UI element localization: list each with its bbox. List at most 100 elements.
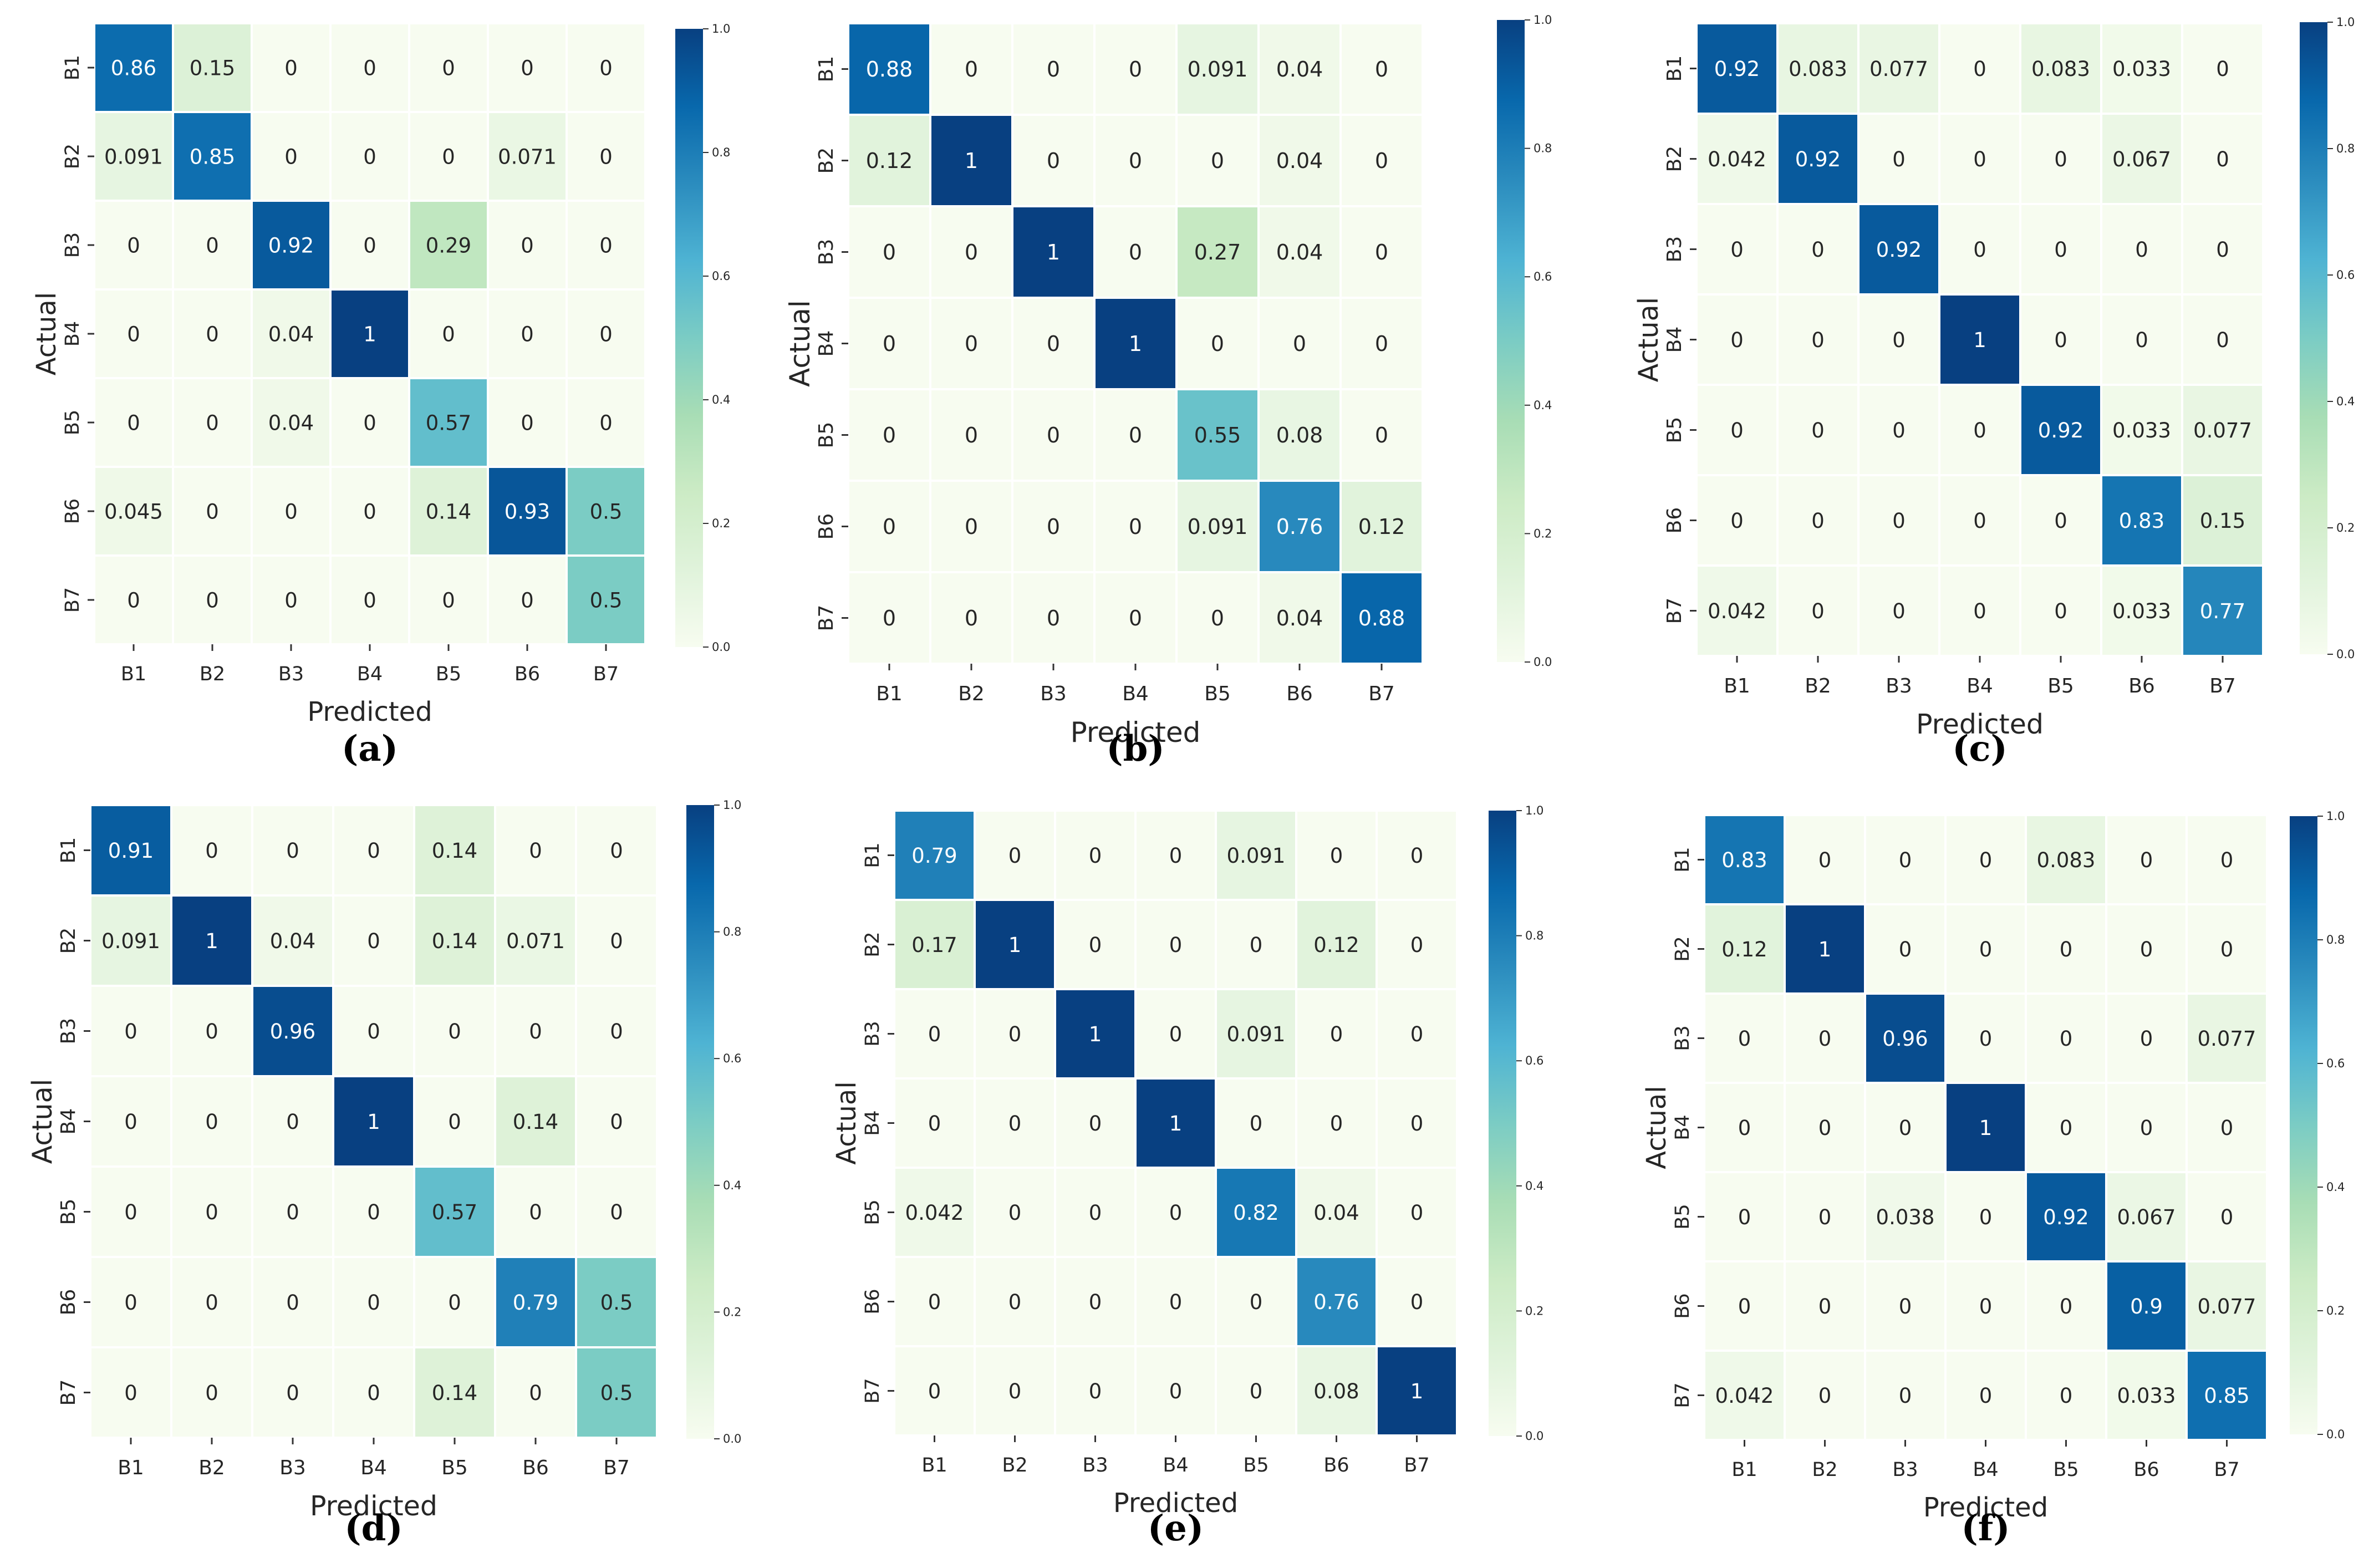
cell-value-label: 0 <box>1730 509 1744 533</box>
heatmap-cell <box>1175 388 1260 482</box>
y-tick-label: B7 <box>815 605 838 632</box>
cell-value-label: 0 <box>521 411 534 435</box>
cell-value-label: 0 <box>442 145 455 169</box>
heatmap-cell <box>487 200 568 291</box>
cell-value-label: 0.042 <box>905 1201 964 1225</box>
cell-value-label: 0 <box>1250 1112 1263 1136</box>
panel-f: 0.83 0 0 0 0.083 0 0 0.12 1 0 0 0 0 0 0 0 0.96 0 0 0 0.077 0 0… <box>1641 810 2345 1549</box>
heatmap-cell <box>1134 1077 1217 1169</box>
cell-value-label: 0.14 <box>432 929 477 953</box>
colorbar-tick-label: 1.0 <box>2336 16 2355 29</box>
cell-value-label: 0 <box>1330 1022 1343 1046</box>
x-tick-label: B6 <box>522 1457 549 1479</box>
x-tick-label: B5 <box>1243 1454 1268 1477</box>
y-tick-label: B1 <box>62 55 84 80</box>
cell-value-label: 0 <box>965 515 978 539</box>
cell-value-label: 0 <box>448 1110 461 1134</box>
cell-value-label: 0 <box>286 1200 299 1224</box>
cell-value-label: 0 <box>206 411 219 435</box>
cell-value-label: 0 <box>1330 1112 1343 1136</box>
cell-value-label: 0 <box>2135 328 2148 352</box>
colorbar-tick-label: 0.2 <box>2336 521 2355 534</box>
cell-value-label: 0 <box>2140 1116 2153 1140</box>
heatmap-cell <box>2105 1350 2188 1441</box>
colorbar-tick-label: 0.6 <box>2326 1057 2345 1070</box>
colorbar-tick-label: 0.8 <box>2326 933 2345 946</box>
panel-caption: (c) <box>1952 728 2008 770</box>
cell-value-label: 0 <box>1089 1379 1102 1403</box>
heatmap-cell <box>1134 988 1217 1080</box>
x-tick-label: B7 <box>603 1457 630 1479</box>
heatmap-cell <box>170 1075 253 1168</box>
x-tick-label: B1 <box>118 1457 144 1479</box>
y-tick-label: B7 <box>1663 598 1686 624</box>
cell-value-label: 0 <box>442 56 455 80</box>
heatmap-cell <box>847 480 931 573</box>
x-tick-label: B4 <box>360 1457 387 1479</box>
cell-value-label: 0 <box>367 1291 380 1315</box>
cell-value-label: 0.067 <box>2117 1205 2176 1229</box>
cell-value-label: 0 <box>363 56 376 80</box>
heatmap-cell <box>1175 297 1260 390</box>
heatmap-cell <box>487 377 568 468</box>
cell-value-label: 0.083 <box>2037 848 2096 872</box>
cell-value-label: 0 <box>2054 238 2067 262</box>
y-tick-label: B6 <box>815 513 838 540</box>
heatmap-cell <box>566 288 646 379</box>
cell-value-label: 0 <box>883 240 896 264</box>
y-tick-label: B4 <box>815 330 838 357</box>
x-axis-title: Predicted <box>1071 716 1201 749</box>
heatmap-cell <box>847 388 931 482</box>
cell-value-label: 0.08 <box>1313 1379 1359 1403</box>
cell-value-label: 0 <box>1899 1384 1912 1408</box>
heatmap-cell <box>1376 1077 1458 1169</box>
x-tick-label: B1 <box>121 663 146 685</box>
heatmap-cell <box>251 200 332 291</box>
x-axis-title: Predicted <box>1916 709 2044 740</box>
cell-value-label: 0.04 <box>270 929 315 953</box>
cell-value-label: 0.042 <box>1708 599 1766 623</box>
heatmap-cell <box>1784 992 1866 1084</box>
cell-value-label: 1 <box>1089 1022 1102 1046</box>
colorbar <box>1489 811 1516 1436</box>
cell-value-label: 0 <box>1738 1027 1751 1051</box>
cell-value-label: 0 <box>367 1381 380 1405</box>
cell-value-label: 0 <box>1047 606 1060 630</box>
y-tick-label: B1 <box>1672 847 1694 872</box>
cell-value-label: 0 <box>206 588 219 612</box>
heatmap-cell <box>93 466 174 557</box>
x-tick-label: B4 <box>1163 1454 1188 1477</box>
heatmap-cell <box>172 466 253 557</box>
cell-value-label: 0 <box>1979 1384 1993 1408</box>
cell-value-label: 0 <box>529 1020 542 1043</box>
heatmap-cell <box>1339 480 1424 573</box>
cell-value-label: 0 <box>883 606 896 630</box>
heatmap-cell <box>1938 293 2021 386</box>
y-tick-label: B4 <box>57 1108 80 1135</box>
x-tick-label: B1 <box>876 683 903 705</box>
heatmap-cell <box>487 288 568 379</box>
x-tick-label: B2 <box>1805 675 1831 698</box>
heatmap-cell <box>329 554 410 645</box>
heatmap-cell <box>2019 22 2102 115</box>
y-tick-label: B6 <box>57 1289 80 1316</box>
colorbar-tick-label: 1.0 <box>1525 804 1543 817</box>
cell-value-label: 0 <box>1979 1295 1993 1318</box>
heatmap-cell <box>1376 899 1458 990</box>
cell-value-label: 0 <box>1818 1384 1832 1408</box>
heatmap-cell <box>1944 814 2027 905</box>
colorbar-tick-label: 0.4 <box>2326 1180 2345 1194</box>
cell-value-label: 0 <box>124 1020 137 1043</box>
cell-value-label: 0 <box>1008 1201 1022 1225</box>
heatmap-cell <box>575 804 658 897</box>
cell-value-label: 0 <box>363 411 376 435</box>
heatmap-cell <box>251 111 332 202</box>
cell-value-label: 0 <box>1169 1022 1183 1046</box>
heatmap-cell <box>1938 564 2021 657</box>
y-tick-label: B2 <box>1672 936 1694 961</box>
colorbar <box>1497 20 1525 662</box>
heatmap-cell <box>487 554 568 645</box>
cell-value-label: 1 <box>965 149 978 173</box>
y-axis-title: Actual <box>27 1079 58 1164</box>
cell-value-label: 0 <box>1250 1290 1263 1314</box>
